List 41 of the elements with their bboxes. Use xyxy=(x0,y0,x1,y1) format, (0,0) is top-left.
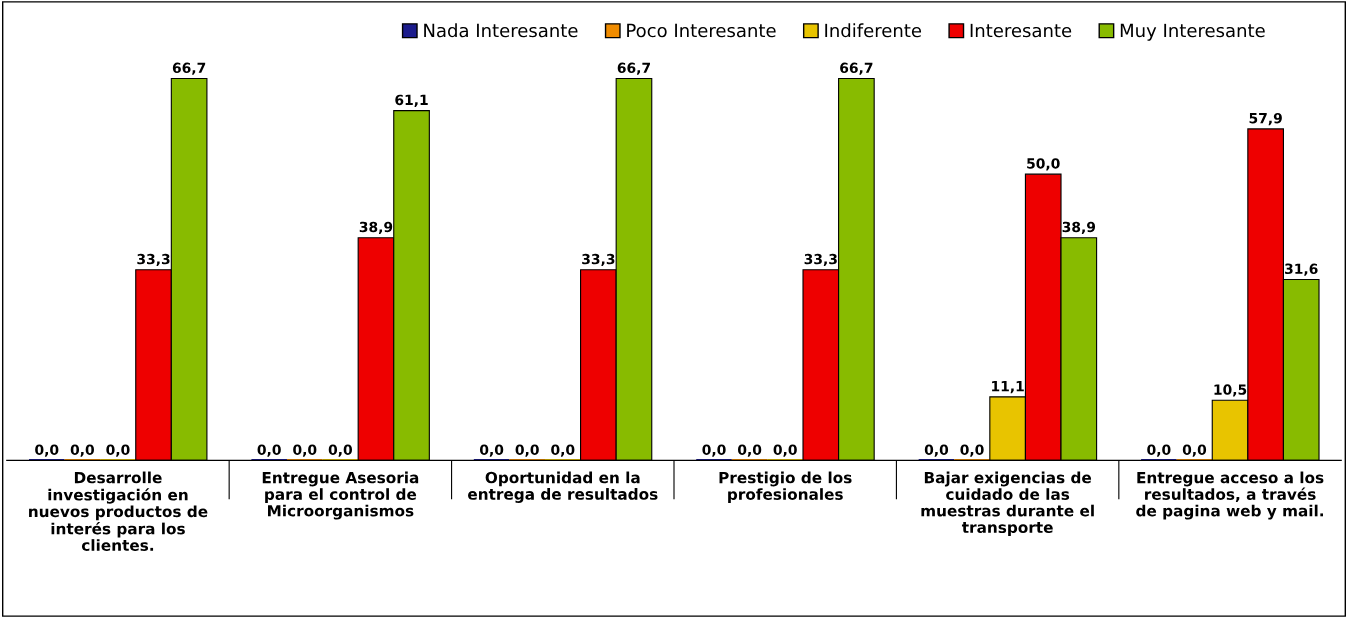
data-label: 0,0 xyxy=(551,444,575,457)
data-label: 0,0 xyxy=(70,444,94,457)
x-tick-label: Prestigio de los profesionales xyxy=(719,471,852,503)
data-label: 0,0 xyxy=(924,444,949,457)
legend-label: Muy Interesante xyxy=(1120,23,1265,41)
data-label: 38,9 xyxy=(359,221,393,234)
legend-label: Poco Interesante xyxy=(627,23,776,38)
legend-label: Indiferente xyxy=(825,23,922,38)
data-label: 66,7 xyxy=(840,62,873,75)
data-label: 0,0 xyxy=(702,444,726,457)
data-label: 31,6 xyxy=(1285,263,1318,276)
data-label: 0,0 xyxy=(773,444,797,457)
legend-label: Interesante xyxy=(970,23,1072,38)
data-label: 66,7 xyxy=(617,62,650,75)
data-label: 0,0 xyxy=(106,444,130,457)
data-label: 0,0 xyxy=(328,444,353,457)
data-label: 50,0 xyxy=(1027,158,1060,171)
data-label: 0,0 xyxy=(35,444,59,457)
data-label: 10,5 xyxy=(1214,384,1247,397)
x-tick-label: Entregue acceso a los resultados, a través de pagina web y mail. xyxy=(1136,471,1324,520)
data-label: 0,0 xyxy=(515,444,539,457)
data-label: 11,1 xyxy=(992,381,1024,394)
data-label: 61,1 xyxy=(395,94,428,107)
data-label: 66,7 xyxy=(172,62,206,75)
data-label: 57,9 xyxy=(1249,112,1282,126)
data-label: 0,0 xyxy=(737,444,762,457)
legend-label: Nada Interesante xyxy=(424,23,578,38)
x-tick-label: Entregue Asesoria para el control de Microorganismos xyxy=(262,471,419,520)
x-tick-label: Oportunidad en la entrega de resultados xyxy=(468,471,658,503)
data-label: 0,0 xyxy=(1147,444,1171,457)
data-label: 38,9 xyxy=(1062,221,1096,234)
data-label: 0,0 xyxy=(257,444,281,457)
x-tick-label: Bajar exigencias de cuidado de las muestras durante el transporte xyxy=(921,471,1094,537)
data-label: 0,0 xyxy=(1182,444,1207,457)
data-label: 33,3 xyxy=(804,253,837,267)
data-label: 0,0 xyxy=(293,444,317,457)
data-label: 33,3 xyxy=(137,253,170,267)
data-label: 33,3 xyxy=(582,253,615,267)
data-label: 0,0 xyxy=(479,444,504,457)
x-tick-label: Desarrolle investigación en nuevos productos de interés para los clientes. xyxy=(29,471,208,551)
data-label: 0,0 xyxy=(960,444,984,457)
